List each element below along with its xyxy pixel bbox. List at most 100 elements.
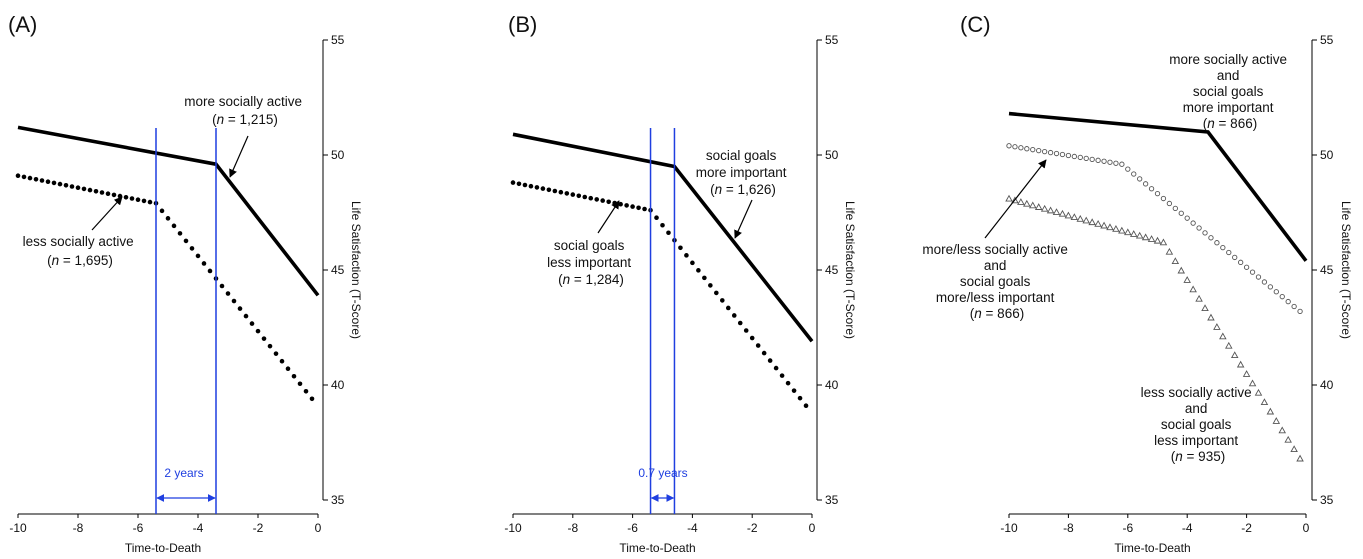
annotation-line: social goals — [706, 148, 777, 163]
series-dot — [666, 230, 671, 236]
series-hollow-triangle — [1153, 236, 1162, 244]
series-dot — [714, 290, 719, 296]
series-hollow-triangle — [1070, 213, 1079, 221]
series-dot — [273, 351, 279, 356]
annotation-line: (n = 1,215) — [212, 112, 278, 127]
annotation-line: more/less important — [936, 290, 1055, 305]
y-tick-label: 45 — [825, 263, 839, 277]
series-dot — [540, 186, 546, 191]
x-tick-label: -2 — [1241, 521, 1252, 535]
series-dot — [570, 192, 576, 197]
y-tick-label: 50 — [825, 148, 839, 162]
series-dot — [708, 283, 713, 288]
series-hollow-triangle — [1207, 313, 1215, 321]
x-tick-label: -10 — [9, 521, 27, 535]
annotation-line: and — [1185, 401, 1208, 416]
series-dot — [165, 216, 171, 221]
series-dot — [51, 180, 57, 186]
series-hollow-triangle — [1147, 235, 1156, 242]
series-dot — [510, 180, 516, 185]
series-dot — [147, 199, 153, 205]
series-hollow-triangle — [1064, 211, 1073, 219]
series-hollow-circle — [1119, 161, 1125, 167]
series-hollow-circle — [1077, 154, 1083, 161]
series-hollow-triangle — [1129, 230, 1138, 237]
series-hollow-triangle — [1266, 407, 1275, 415]
series-hollow-circle — [1261, 279, 1268, 285]
series-dot — [690, 260, 695, 266]
series-dot — [785, 380, 791, 386]
series-hollow-circle — [1214, 240, 1220, 246]
series-hollow-triangle — [1189, 285, 1197, 293]
series-hollow-circle — [1113, 160, 1119, 166]
series-hollow-triangle — [1082, 216, 1090, 224]
series-dot — [255, 328, 261, 334]
series-hollow-circle — [1249, 269, 1256, 275]
annotation-line: and — [984, 258, 1007, 273]
series-dot — [123, 195, 129, 200]
annotation-line: more important — [696, 165, 787, 180]
series-dot — [69, 184, 75, 189]
annotation-line: less socially active — [23, 234, 134, 249]
series-dot — [81, 186, 87, 192]
series-hollow-triangle — [1141, 233, 1150, 241]
annotation-arrow — [597, 200, 620, 234]
y-tick-label: 55 — [1320, 33, 1334, 47]
series-dot — [534, 185, 540, 190]
y-tick-label: 40 — [331, 378, 345, 392]
series-hollow-circle — [1232, 254, 1238, 261]
series-hollow-circle — [1279, 294, 1285, 300]
series-dot — [564, 191, 570, 196]
series-dot — [21, 174, 27, 180]
series-dot — [231, 298, 237, 304]
series-dot — [207, 268, 213, 274]
annotation-social-goals-more-important: social goals more important (n = 1,626) — [696, 148, 791, 197]
annotation-social-goals-less-important: social goals less important (n = 1,284) — [547, 238, 635, 287]
series-dot — [243, 313, 249, 319]
series-hollow-circle — [1030, 147, 1036, 153]
series-hollow-triangle — [1159, 238, 1168, 246]
series-dot — [546, 187, 552, 193]
series-dot — [195, 253, 201, 259]
annotation-arrow — [734, 199, 753, 239]
annotation-line: social goals — [1193, 84, 1264, 99]
panel-label: (C) — [960, 12, 991, 37]
annotation-line: less socially active — [1141, 385, 1252, 400]
x-axis-title: Time-to-Death — [1114, 541, 1190, 555]
series-hollow-circle — [1238, 259, 1244, 265]
series-dot — [720, 298, 725, 303]
series-hollow-triangle — [1171, 257, 1180, 265]
series-hollow-triangle — [1017, 198, 1025, 205]
series-dot — [285, 366, 291, 372]
series-dot — [237, 306, 243, 311]
annotation-arrow — [229, 135, 249, 178]
y-axis-title: Life Satisfaction (T-Score) — [843, 201, 857, 339]
series-dot — [725, 305, 731, 311]
series-hollow-circle — [1172, 205, 1178, 212]
series-dot — [309, 396, 315, 402]
annotation-line: (n = 866) — [970, 306, 1024, 321]
series-hollow-circle — [1053, 150, 1060, 157]
x-tick-label: -6 — [1122, 521, 1133, 535]
series-hollow-triangle — [1094, 219, 1102, 227]
series-dot — [678, 245, 683, 251]
series-hollow-circle — [1243, 264, 1250, 270]
series-hollow-triangle — [1278, 426, 1287, 434]
series-dot — [779, 373, 785, 378]
y-tick-label: 55 — [825, 33, 839, 47]
series-dot — [702, 275, 707, 281]
x-tick-label: -10 — [1000, 521, 1018, 535]
interval-annotation: 2 years — [164, 466, 203, 480]
series-dot — [582, 194, 588, 200]
series-dot — [303, 388, 309, 394]
series-dot — [696, 268, 701, 273]
y-axis-title: Life Satisfaction (T-Score) — [349, 201, 363, 339]
series-hollow-circle — [1006, 143, 1012, 149]
series-hollow-circle — [1190, 220, 1196, 226]
annotation-more-active-more-important: more socially active and social goals mo… — [1169, 52, 1291, 131]
series-dot — [654, 215, 659, 221]
series-hollow-circle — [1273, 289, 1279, 295]
x-tick-label: 0 — [1303, 521, 1310, 535]
series-hollow-circle — [1036, 147, 1042, 154]
panel-c: (C) -10 -8 -6 -4 -2 0 Time-to-Death 35 40 45 50 55 L… — [922, 12, 1353, 555]
